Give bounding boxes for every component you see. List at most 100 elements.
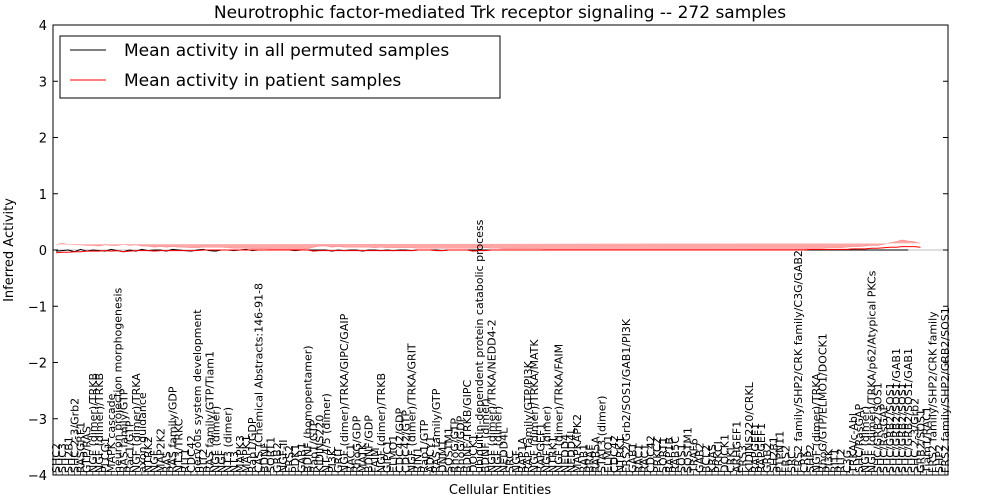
x-tick-label: NEDD4L	[498, 427, 511, 473]
x-tick-label: NT3/TRKC	[173, 418, 186, 473]
chart-title: Neurotrophic factor-mediated Trk recepto…	[214, 3, 786, 23]
y-tick-label: 2	[39, 132, 47, 147]
x-tick-label: PDK1	[289, 444, 302, 473]
x-tick-label: PLCG1	[99, 437, 112, 473]
x-tick-label: PRKCZ	[651, 436, 664, 473]
x-tick-label: GRIT	[332, 447, 345, 473]
x-tick-label: SHC 2-3/Grb2	[69, 398, 82, 473]
y-tick-label: −1	[28, 300, 47, 315]
x-tick-label: NGF (dimer)/TRKA/FAIM	[553, 344, 566, 473]
x-tick-label: PRKCI	[712, 441, 725, 473]
x-tick-label: SHP2	[804, 444, 817, 473]
y-tick-label: −2	[28, 357, 47, 372]
x-tick-label: SQSTM1	[682, 427, 695, 473]
x-tick-label: GIPC1	[381, 440, 394, 473]
x-tick-label: CRKL	[724, 443, 737, 473]
x-tick-label: FRS3	[737, 445, 750, 473]
x-tick-label: FRS2/Grb2/SOS1/GAB1/PI3K	[620, 318, 633, 473]
y-tick-label: −3	[28, 413, 47, 428]
x-tick-label: SHC/GRB2/SOS1	[884, 382, 897, 473]
y-tick-label: −4	[28, 469, 47, 484]
x-tick-label: RhoG/GTP	[449, 418, 462, 473]
x-tick-label: FRS2 family/SHP2/CRK family	[927, 311, 940, 473]
x-tick-label: SRC	[786, 451, 799, 473]
x-tick-label: RAS family/GTP	[430, 388, 443, 473]
x-tick-label: RAS family/GTP/Tiam1	[203, 351, 216, 473]
x-tick-label: NT3	[228, 451, 241, 473]
x-tick-label: NGF (dimer)	[541, 406, 554, 473]
x-tick-label: KRAS	[706, 444, 719, 473]
x-tick-label: SHC/GRB2/SOS1/GAB1	[890, 348, 903, 473]
x-tick-label: FRS2	[283, 445, 296, 473]
x-tick-label: RhoG/GDP	[455, 415, 468, 473]
x-tick-label: RAS family/GDP	[167, 386, 180, 473]
x-tick-label: DOCK1	[718, 434, 731, 473]
series-line-patient	[56, 246, 921, 254]
x-tick-label: RAS family/GTP	[118, 388, 131, 473]
x-tick-label: CDC42	[608, 435, 621, 473]
x-tick-label: RAPGEF1	[534, 423, 547, 473]
x-tick-label: SHC/RasGAP	[853, 403, 866, 473]
x-tick-label: BDNF/GDP	[363, 415, 376, 473]
x-tick-label: axon guidance	[136, 392, 149, 473]
x-tick-label: PTPN11	[773, 431, 786, 473]
x-tick-label: GAB1	[626, 442, 639, 473]
x-tick-label: PI3K	[326, 448, 339, 473]
x-axis-label: Cellular Entities	[449, 483, 551, 498]
x-tick-label: NGF (dimer)/TRKA/NEDD4-2	[485, 319, 498, 473]
x-tick-label: CAS (Chemical Abstracts:146-91-8	[252, 283, 265, 473]
x-tick-label: NT3 (dimer)	[222, 407, 235, 473]
x-tick-label: C3G	[841, 450, 854, 473]
x-tick-label: Rap1/GDP	[246, 417, 259, 473]
legend-box	[59, 35, 501, 99]
x-tick-label: GTP/RAS	[81, 426, 94, 473]
x-tick-label: NGF (dimer)	[209, 406, 222, 473]
x-tick-label: CDC42	[185, 435, 198, 473]
x-tick-label: DNM1	[436, 440, 449, 473]
x-tick-label: FRS2	[780, 445, 793, 473]
x-tick-label: NGF (dimer)/TRKA/MATK	[528, 339, 541, 473]
x-tick-label: GRB2	[271, 442, 284, 473]
y-tick-label: 1	[39, 188, 47, 203]
x-tick-label: ARHGEF1	[731, 421, 744, 473]
y-tick-label: 4	[39, 19, 47, 34]
y-axis-label: Inferred Activity	[2, 198, 17, 302]
x-tick-label: RASGRF1	[75, 422, 88, 473]
x-tick-label: FRS2 family/SHP2/CRK family/C3G/GAB2	[792, 250, 805, 473]
x-tick-label: NTRK2	[142, 436, 155, 473]
x-tick-label: RAC1	[632, 444, 645, 473]
x-tick-label: NGF-II	[277, 439, 290, 473]
x-tick-label: NGF	[148, 450, 161, 473]
x-tick-label: SORT1	[265, 437, 278, 473]
x-tick-label: ELMO1	[387, 435, 400, 473]
x-tick-label: neuron projection morphogenesis	[111, 287, 124, 473]
x-tick-label: RAP family/GTP/PI3K	[522, 360, 535, 473]
x-tick-label: CDC42/GDP	[393, 407, 406, 473]
y-tick-label: 3	[39, 75, 47, 90]
x-tick-label: SHC/RasGAP	[878, 403, 891, 473]
x-tick-label: GAB1	[295, 442, 308, 473]
x-tick-label: ubiquitin-dependent protein catabolic pr…	[473, 219, 486, 473]
x-tick-label: BCL2	[700, 445, 713, 473]
x-tick-label: KIDINS220	[314, 415, 327, 473]
x-tick-label: MAP2K2	[154, 428, 167, 473]
x-tick-label: SHP2	[933, 444, 946, 473]
x-tick-label: SORT1	[657, 437, 670, 473]
x-tick-label: Tiam1/RAC1	[921, 406, 934, 474]
patient-spread-band	[56, 239, 921, 250]
x-tick-label: ADCY1	[424, 436, 437, 473]
x-tick-label: NGF (dimer)	[491, 406, 504, 473]
x-tick-label: CDC42/GTP	[400, 410, 413, 473]
x-tick-label: RAPGEF1	[755, 423, 768, 473]
x-tick-label: BDNF/TRKB/GIPC	[461, 379, 474, 473]
x-tick-label: ELMO1	[602, 435, 615, 473]
legend: Mean activity in all permuted samples Me…	[59, 35, 501, 99]
x-tick-label: MAPK3	[234, 435, 247, 473]
x-tick-label: NEDD4L	[565, 427, 578, 473]
x-tick-label: SHC/GRB2/SOS1	[896, 382, 909, 473]
x-tick-label: SHC2	[50, 443, 63, 473]
x-tick-label: NGF (dimer)/TRKB	[87, 373, 100, 473]
x-tick-label: NGF (dimer)	[859, 406, 872, 473]
x-tick-label: Rap1/GTP	[308, 419, 321, 473]
